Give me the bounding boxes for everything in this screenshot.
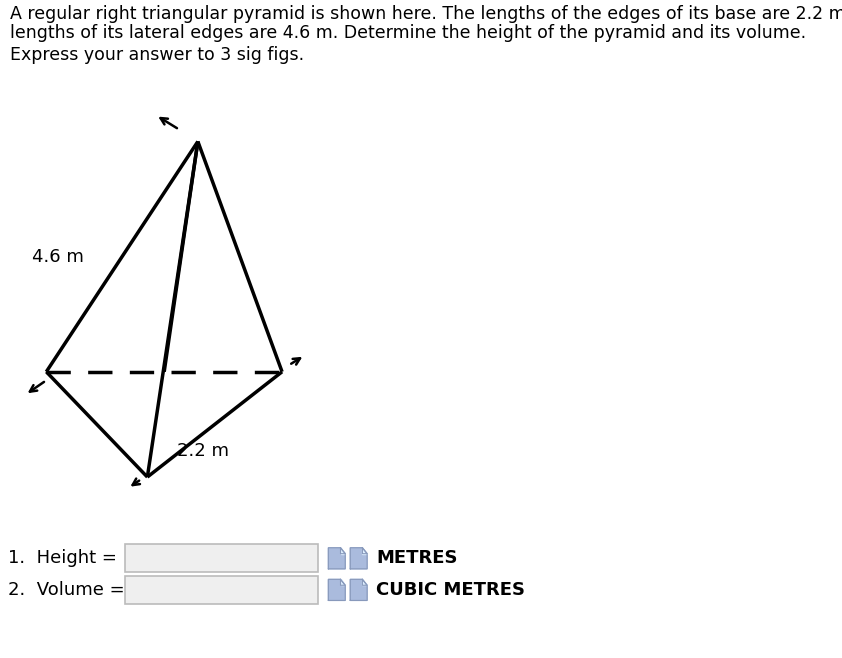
Polygon shape: [340, 547, 345, 553]
Polygon shape: [328, 547, 345, 569]
Polygon shape: [328, 580, 345, 600]
Text: 4.6 m: 4.6 m: [32, 247, 84, 266]
Polygon shape: [362, 580, 367, 585]
FancyBboxPatch shape: [125, 544, 318, 572]
Text: Express your answer to 3 sig figs.: Express your answer to 3 sig figs.: [10, 46, 304, 64]
Text: CUBIC METRES: CUBIC METRES: [376, 581, 525, 599]
Text: 1.  Height =: 1. Height =: [8, 549, 117, 567]
Polygon shape: [362, 547, 367, 553]
Text: 2.  Volume =: 2. Volume =: [8, 581, 125, 599]
Polygon shape: [340, 580, 345, 585]
Text: METRES: METRES: [376, 549, 458, 567]
Text: A regular right triangular pyramid is shown here. The lengths of the edges of it: A regular right triangular pyramid is sh…: [10, 5, 842, 22]
Polygon shape: [350, 580, 367, 600]
Text: lengths of its lateral edges are 4.6 m. Determine the height of the pyramid and : lengths of its lateral edges are 4.6 m. …: [10, 24, 807, 42]
Polygon shape: [350, 547, 367, 569]
Text: 2.2 m: 2.2 m: [177, 442, 229, 460]
FancyBboxPatch shape: [125, 576, 318, 604]
